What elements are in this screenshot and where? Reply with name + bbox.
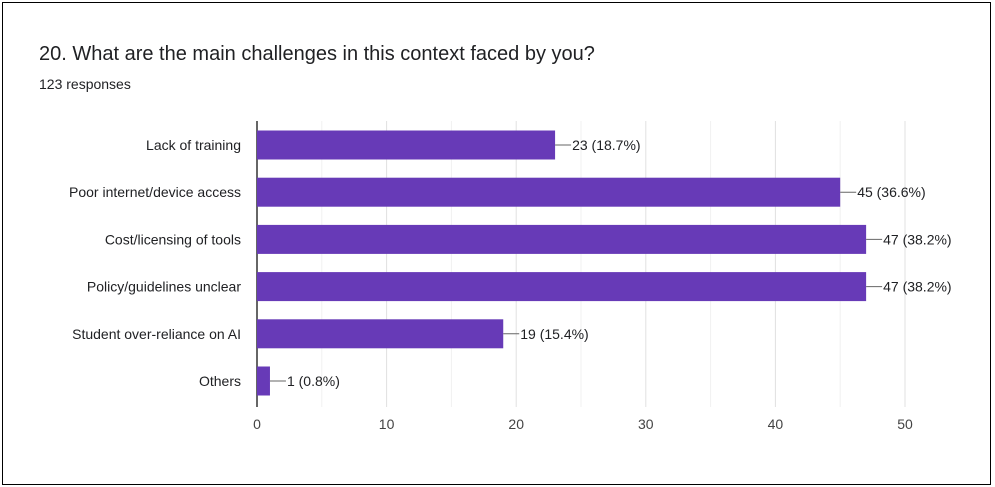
x-tick-label: 30 [638, 416, 654, 432]
responses-count: 123 responses [39, 76, 131, 92]
category-label: Student over-reliance on AI [72, 326, 241, 342]
x-tick-label: 20 [508, 416, 524, 432]
category-label: Lack of training [146, 137, 241, 153]
data-label: 47 (38.2%) [883, 231, 951, 247]
data-label: 19 (15.4%) [520, 326, 588, 342]
data-label: 47 (38.2%) [883, 279, 951, 295]
bar [257, 224, 867, 254]
category-label: Others [199, 373, 241, 389]
data-label: 45 (36.6%) [857, 184, 925, 200]
data-label: 1 (0.8%) [287, 373, 340, 389]
bar [257, 366, 270, 396]
question-title: 20. What are the main challenges in this… [39, 43, 595, 65]
x-tick-label: 0 [253, 416, 261, 432]
category-label: Cost/licensing of tools [105, 231, 241, 247]
x-tick-label: 10 [379, 416, 395, 432]
category-label: Policy/guidelines unclear [87, 279, 241, 295]
bar [257, 272, 867, 302]
bar [257, 319, 504, 349]
bar-chart: Lack of training 23 (18.7%) Poor internet/… [69, 121, 952, 432]
category-label: Poor internet/device access [69, 184, 241, 200]
bar [257, 130, 556, 160]
bar [257, 177, 841, 207]
x-tick-label: 40 [768, 416, 784, 432]
data-label: 23 (18.7%) [572, 137, 640, 153]
x-tick-label: 50 [897, 416, 913, 432]
